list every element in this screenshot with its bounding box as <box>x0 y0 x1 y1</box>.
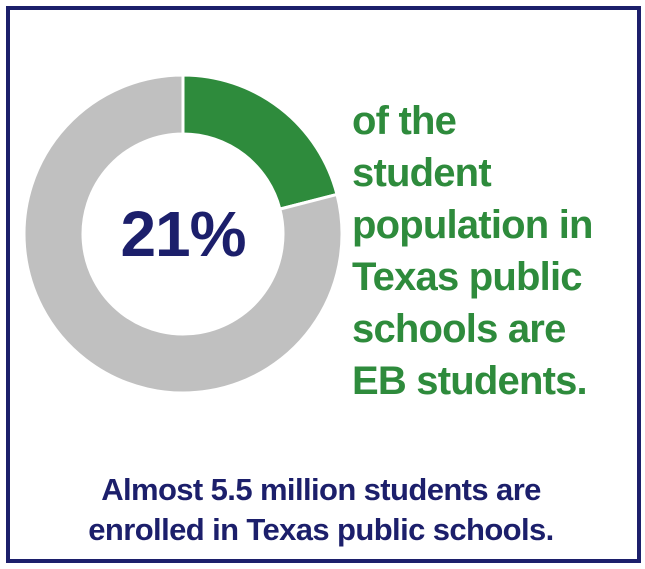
donut-center-percentage: 21% <box>120 198 246 270</box>
eb-students-description: of the student population in Texas publi… <box>352 99 593 403</box>
enrollment-total-statement: Almost 5.5 million students are enrolled… <box>88 472 554 547</box>
donut-chart: 21% <box>23 74 343 394</box>
donut-slice-other-students <box>23 74 343 394</box>
donut-chart-svg <box>23 74 343 394</box>
